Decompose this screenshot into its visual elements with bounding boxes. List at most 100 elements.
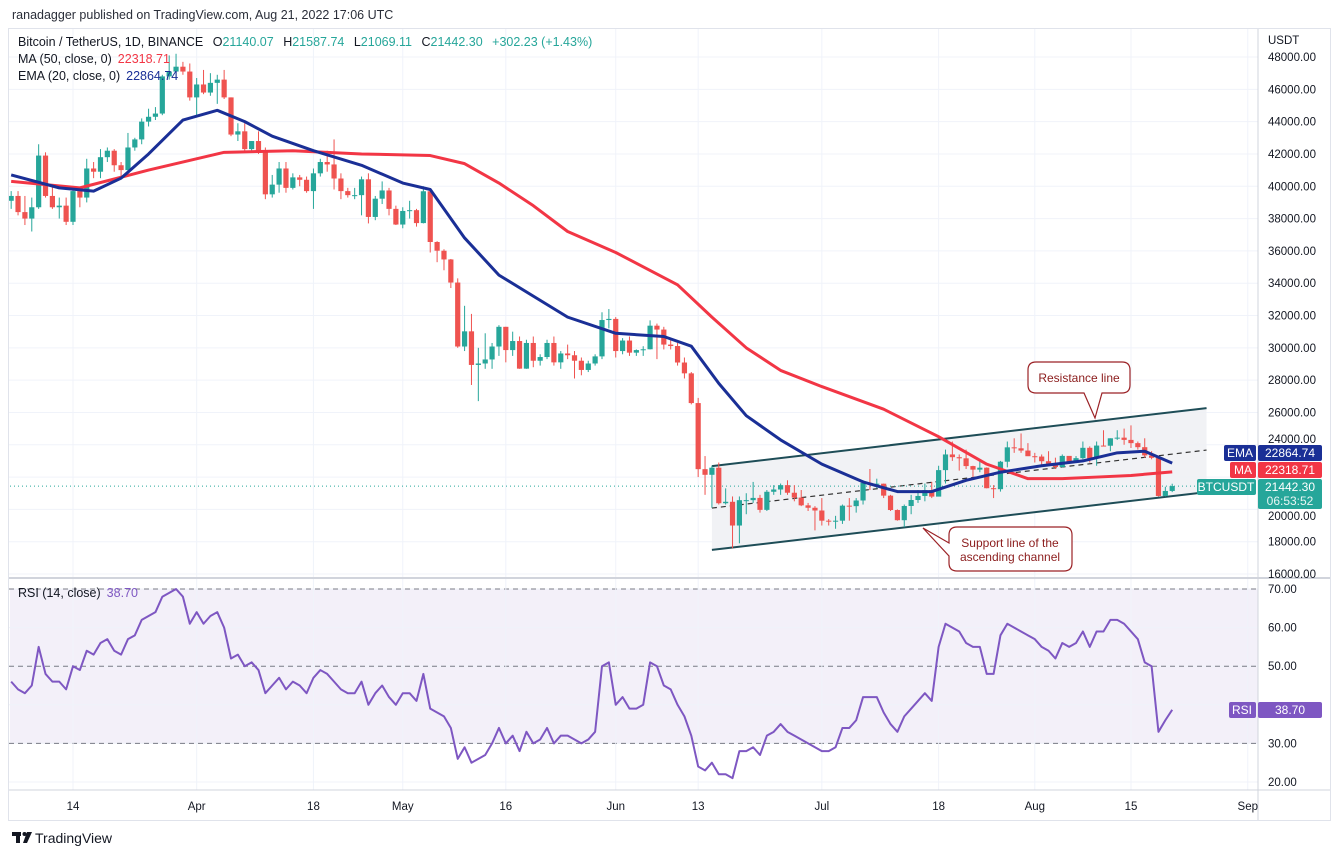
ema20-line[interactable] [10,108,1173,494]
price-tick-label: 30000.00 [1268,343,1316,355]
candle [15,191,21,216]
candle-body [887,495,894,511]
ema-legend[interactable]: EMA (20, close, 0) 22864.74 [18,69,178,83]
candle-body [338,178,344,192]
rsi-axis[interactable]: 70.00 60.00 50.00 30.00 20.00 [1268,584,1297,789]
candle-body [743,500,749,502]
rsi-tick-label: 70.00 [1268,584,1297,596]
candle [681,357,688,379]
candle-body [242,131,248,150]
price-axis[interactable]: 48000.00 46000.00 44000.00 42000.00 40000.00… [1268,52,1316,581]
time-tick-label: Jul [814,801,829,813]
support-annotation[interactable]: Support line of the ascending channel [922,526,1073,572]
svg-text:21442.30: 21442.30 [1265,480,1315,494]
candle [606,309,612,329]
candle [674,342,681,366]
candle-body [853,500,859,507]
candle [407,200,413,219]
candle-body [936,470,942,497]
candle [358,176,365,216]
candle-body [599,320,605,357]
resistance-line[interactable] [711,407,1207,468]
rsi-line[interactable] [10,588,1174,780]
candle-body [647,325,653,350]
svg-text:22864.74: 22864.74 [1265,446,1315,460]
candle [558,351,564,369]
candle [887,494,894,511]
candle-body [956,457,962,459]
candle [9,191,14,209]
price-tick-label: 38000.00 [1268,214,1316,226]
time-tick-label: 16 [499,801,512,813]
candle-body [585,363,591,370]
candle-body [791,492,797,498]
svg-text:22318.71: 22318.71 [1265,463,1315,477]
resistance-annotation[interactable]: Resistance line [1027,361,1131,420]
candle [1094,441,1100,466]
candle-body [290,177,296,188]
candle-body [386,190,392,209]
candle [839,504,846,524]
candle [654,323,660,360]
candle-body [846,505,852,507]
candle [798,489,804,507]
ma50-line[interactable] [11,149,1173,481]
candle-body [565,353,571,356]
candle-body [1094,445,1100,459]
candle-body [482,359,488,364]
price-tick-label: 42000.00 [1268,149,1316,161]
time-tick-label: 18 [307,801,320,813]
support-line[interactable] [711,491,1207,551]
candle [633,349,639,356]
candle [448,258,454,289]
candle-body [97,157,104,172]
candle [159,74,165,116]
tradingview-logo[interactable]: TradingView [12,830,113,846]
candle-body [1155,457,1162,496]
candle [194,78,200,117]
candle-body [420,191,426,224]
candle [516,336,523,369]
candle [1121,428,1127,445]
candle [496,325,502,356]
candle-body [695,403,701,470]
candle-body [523,342,530,369]
candle-body [1148,455,1155,458]
candle-body [1100,445,1107,447]
support-label-line1: Support line of the [961,536,1059,550]
candle-body [503,326,509,351]
candle [688,372,694,405]
candle [413,208,420,227]
candle [118,162,124,179]
candle [771,485,777,495]
candle-body [819,510,825,521]
candle [49,186,55,209]
candle-body [736,500,742,526]
rsi-legend[interactable]: RSI (14, close) 38.70 [18,586,138,600]
candle [187,63,193,101]
candle-body [805,505,811,508]
candle [461,305,468,352]
ma-badge: MA 22318.71 [1230,462,1322,478]
candle [984,467,990,489]
candle [942,449,949,484]
time-axis[interactable]: 14 Apr 18 May 16 Jun 13 Jul 18 Aug 15 Sep [67,801,1258,813]
candle-body [283,168,289,188]
candle [221,69,227,100]
candle-body [874,483,880,485]
candle [936,465,942,497]
candle-body [29,207,35,219]
candle [97,149,104,179]
candle [812,506,818,531]
candle-body [764,491,770,510]
candle-body [798,497,804,506]
candle-body [778,485,784,490]
candle-body [1045,461,1052,464]
candle [853,498,859,513]
candle-body [468,331,475,365]
candle [544,339,550,360]
ma-legend[interactable]: MA (50, close, 0) 22318.71 [18,52,170,66]
candle-body [716,467,722,504]
candle [826,519,832,526]
